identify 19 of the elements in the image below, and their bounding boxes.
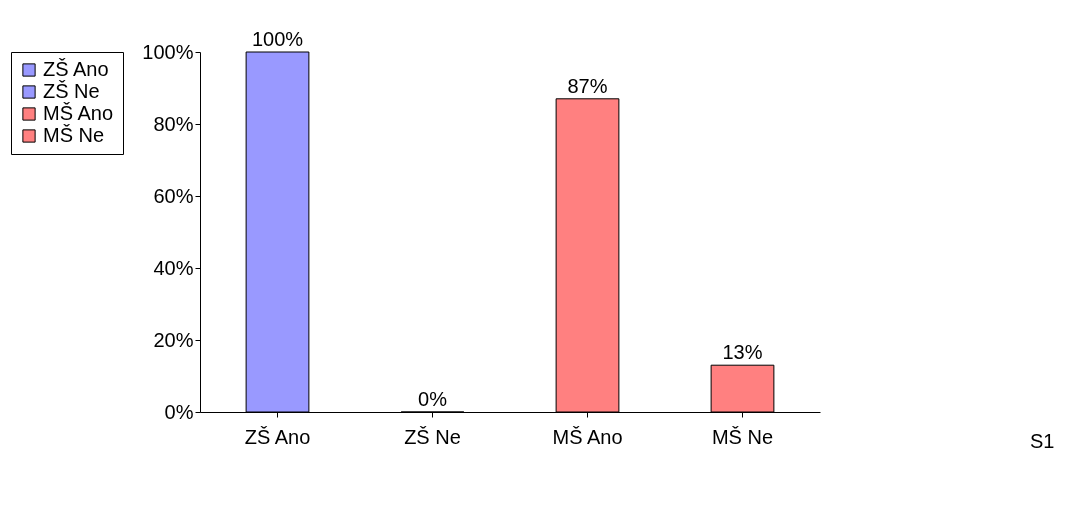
legend-label: MŠ Ne bbox=[43, 124, 105, 146]
data-label: 13% bbox=[722, 341, 763, 364]
x-tick-label: ZŠ Ne bbox=[404, 425, 461, 448]
data-label: 0% bbox=[418, 388, 448, 410]
y-tick-label: 0% bbox=[164, 400, 194, 423]
x-tick-label: ZŠ Ano bbox=[244, 425, 311, 448]
y-tick-label: 20% bbox=[153, 328, 194, 351]
data-label: 87% bbox=[567, 74, 608, 97]
text: S1 bbox=[1030, 430, 1055, 453]
x-tick-label: MŠ Ne bbox=[711, 425, 774, 448]
y-tick-label: 80% bbox=[153, 112, 194, 135]
legend-label: ZŠ Ano bbox=[43, 58, 109, 80]
legend-label: MŠ Ano bbox=[43, 102, 114, 124]
y-tick-label: 60% bbox=[153, 184, 194, 207]
data-label: 100% bbox=[251, 28, 304, 50]
y-tick-label: 40% bbox=[153, 256, 194, 279]
x-tick-label: MŠ Ano bbox=[552, 425, 623, 448]
y-tick-label: 100% bbox=[142, 40, 194, 63]
legend-label: ZŠ Ne bbox=[43, 80, 100, 102]
